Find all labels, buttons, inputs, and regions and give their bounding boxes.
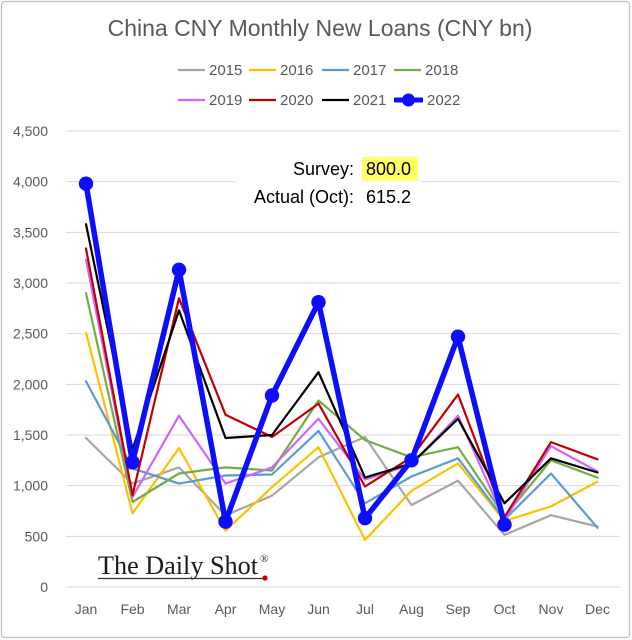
legend-marker — [402, 93, 415, 107]
watermark-red-dot — [262, 575, 268, 581]
y-tick-label: 1,000 — [13, 478, 48, 494]
legend-label: 2015 — [209, 62, 242, 79]
legend-label: 2017 — [353, 62, 386, 79]
x-tick-label: Nov — [539, 601, 564, 617]
y-tick-label: 3,500 — [13, 224, 48, 240]
legend-item-2022: 2022 — [394, 92, 460, 109]
x-tick-label: Feb — [120, 601, 144, 617]
chart-title: China CNY Monthly New Loans (CNY bn) — [108, 15, 533, 41]
series-line-2021 — [84, 223, 599, 505]
x-tick-label: May — [259, 601, 285, 617]
annotation-box: Survey: 800.0 Actual (Oct): 615.2 — [236, 152, 422, 214]
series-line-2019 — [84, 258, 599, 522]
legend-label: 2016 — [280, 62, 313, 79]
series-line-2017 — [84, 380, 599, 529]
x-tick-label: Apr — [215, 601, 237, 617]
survey-value: 800.0 — [366, 159, 411, 179]
survey-label: Survey: — [293, 159, 354, 179]
actual-value: 615.2 — [366, 187, 411, 207]
watermark-registered-mark: ® — [260, 553, 268, 565]
x-tick-label: Dec — [585, 601, 610, 617]
plot-area — [78, 176, 599, 542]
y-tick-label: 500 — [25, 528, 49, 544]
legend-label: 2019 — [209, 92, 242, 109]
data-point-2022-apr — [218, 514, 233, 529]
legend-label: 2022 — [427, 92, 460, 109]
y-tick-label: 2,500 — [13, 326, 48, 342]
y-tick-label: 0 — [40, 579, 48, 595]
data-point-2022-sep — [450, 329, 466, 344]
data-point-2022-aug — [404, 453, 419, 468]
legend-item-2015: 2015 — [178, 62, 242, 79]
watermark-logo: The Daily Shot ® — [98, 551, 268, 581]
y-tick-label: 2,000 — [13, 376, 48, 392]
x-tick-label: Jun — [307, 601, 330, 617]
data-point-2022-jun — [311, 295, 326, 310]
legend-item-2020: 2020 — [249, 92, 313, 109]
survey-highlight — [362, 157, 418, 181]
x-tick-label: Jul — [356, 601, 374, 617]
series-line-2016 — [84, 331, 599, 542]
legend-label: 2018 — [425, 62, 458, 79]
legend-item-2019: 2019 — [178, 92, 242, 109]
x-tick-label: Aug — [399, 601, 424, 617]
legend-label: 2021 — [353, 92, 386, 109]
y-tick-label: 4,500 — [13, 123, 48, 139]
data-point-2022-may — [264, 388, 280, 403]
watermark-text: The Daily Shot — [98, 551, 259, 580]
x-tick-label: Oct — [494, 601, 516, 617]
y-tick-label: 4,000 — [13, 174, 48, 190]
legend-item-2017: 2017 — [322, 62, 386, 79]
data-point-2022-feb — [125, 455, 140, 470]
legend-item-2021: 2021 — [322, 92, 386, 109]
y-axis: 0 500 1,000 1,500 2,000 2,500 3,000 3,500 4,000 4… — [13, 123, 48, 595]
series-line-2022 — [83, 180, 508, 528]
x-tick-label: Mar — [167, 601, 191, 617]
legend: 2015 2016 2017 2018 2019 2020 2021 2022 — [178, 62, 460, 109]
legend-label: 2020 — [280, 92, 313, 109]
actual-label: Actual (Oct): — [254, 187, 354, 207]
legend-item-2016: 2016 — [249, 62, 313, 79]
legend-item-2018: 2018 — [394, 62, 458, 79]
x-tick-label: Sep — [446, 601, 471, 617]
x-tick-label: Jan — [75, 601, 98, 617]
x-axis: Jan Feb Mar Apr May Jun Jul Aug Sep Oct Nov Dec — [75, 601, 610, 617]
y-tick-label: 1,500 — [13, 427, 48, 443]
data-point-2022-oct — [497, 517, 512, 532]
data-point-2022-jul — [357, 510, 373, 526]
data-point-2022-mar — [171, 262, 187, 278]
y-tick-label: 3,000 — [13, 275, 48, 291]
gridlines — [66, 130, 620, 588]
data-point-2022-jan — [78, 176, 94, 191]
